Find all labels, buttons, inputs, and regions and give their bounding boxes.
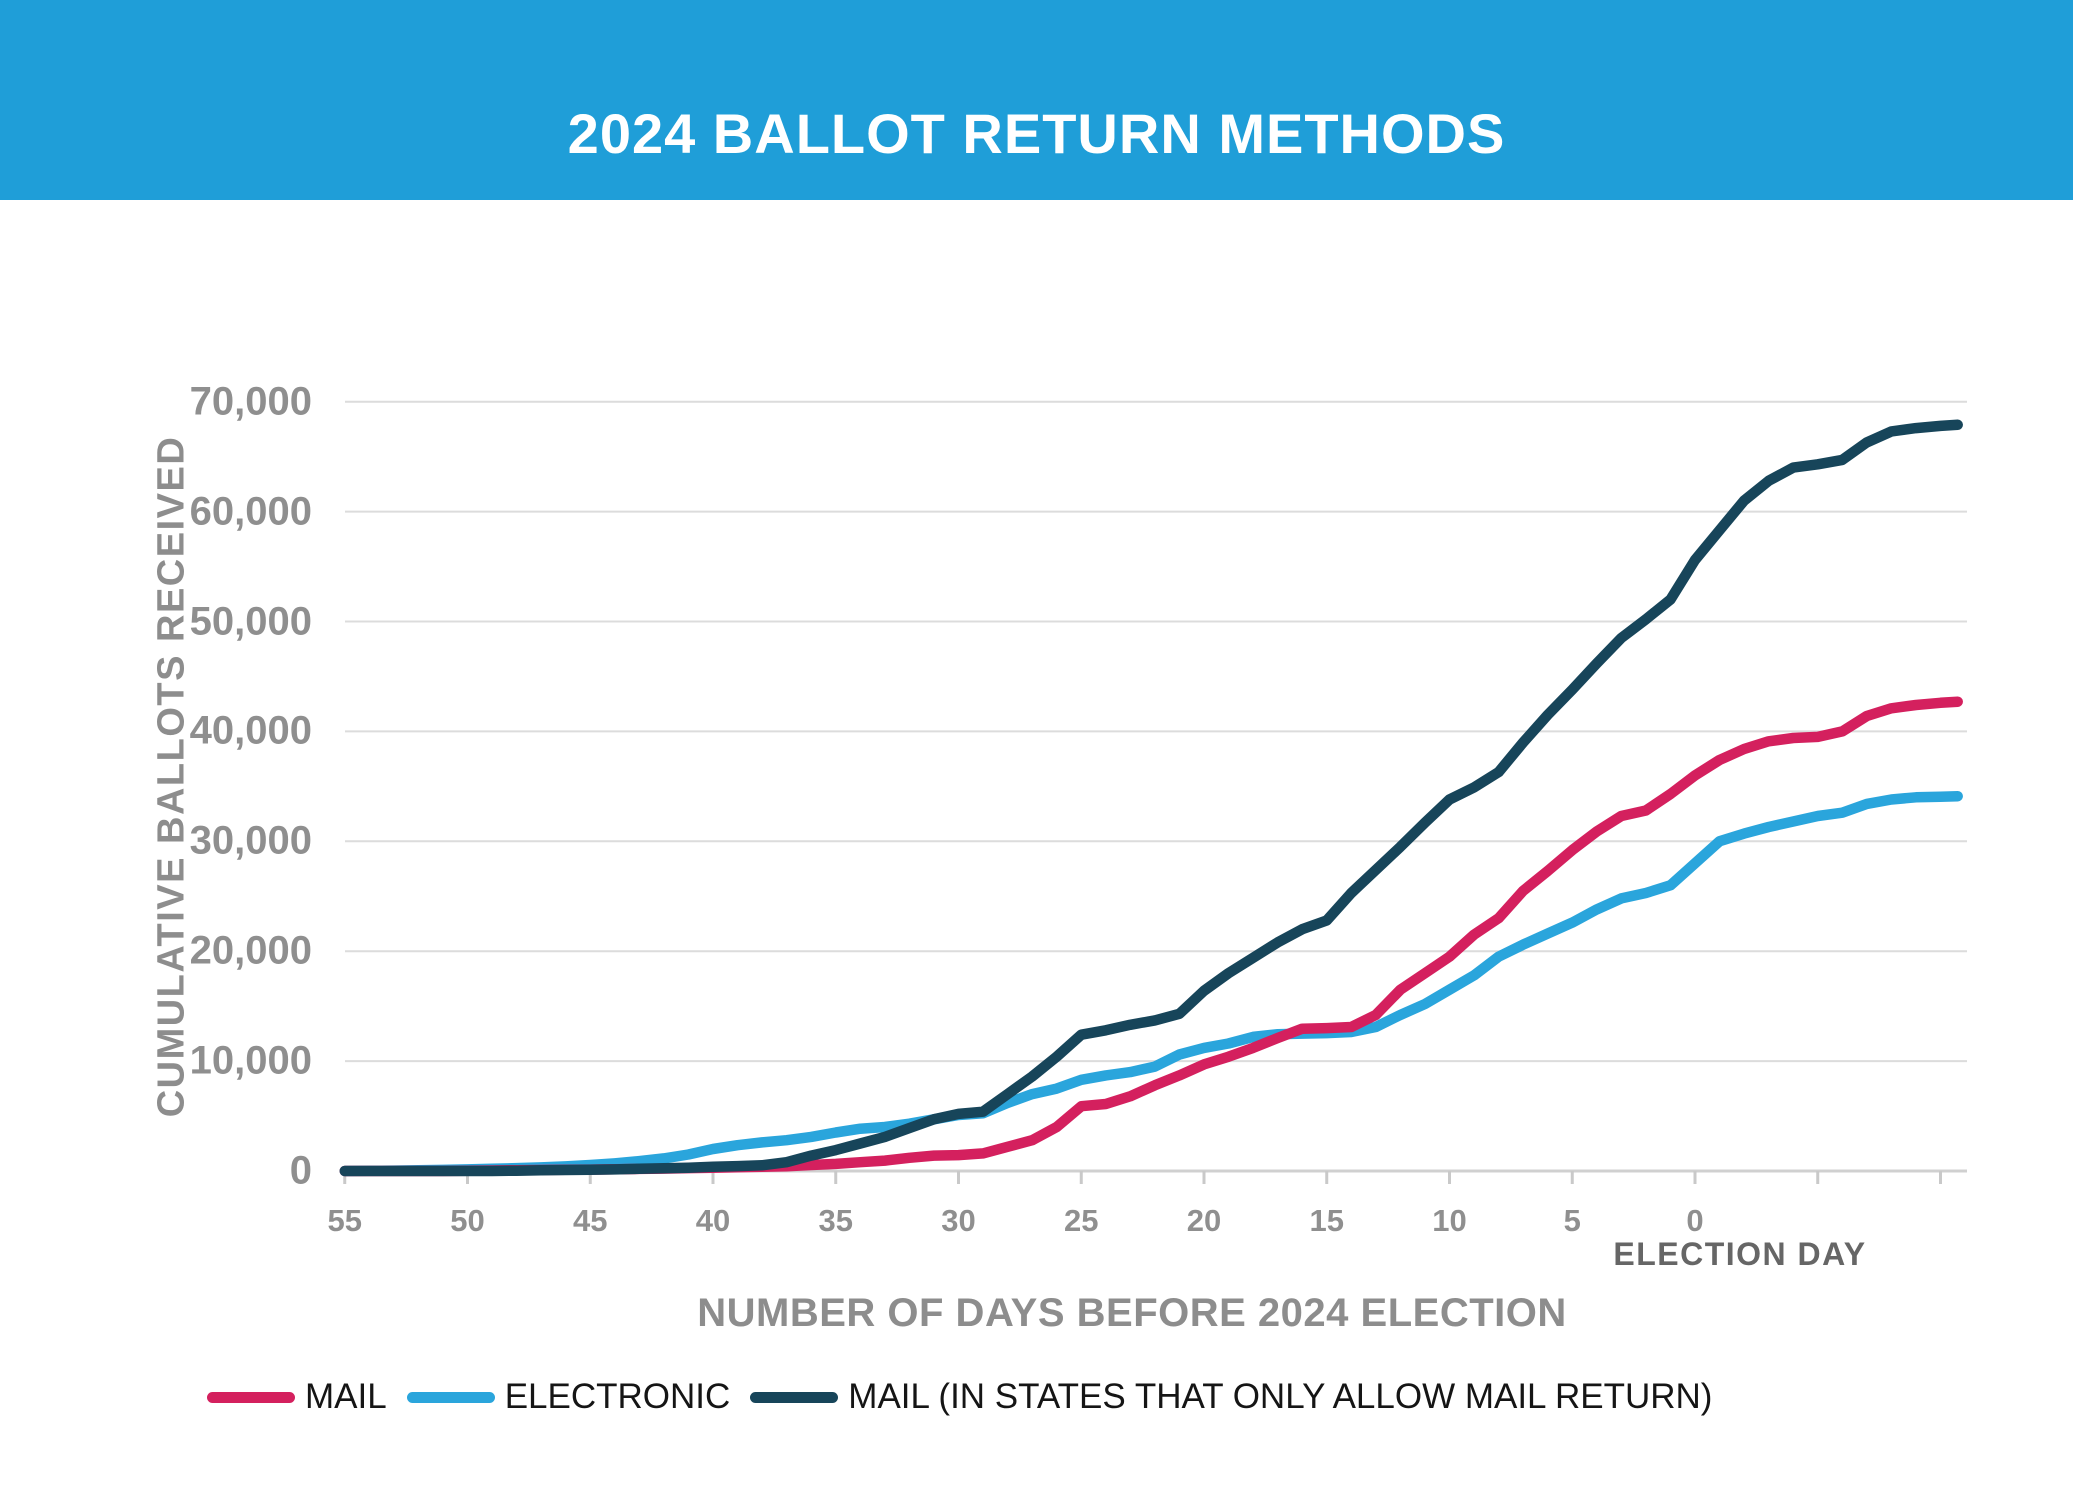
- x-tick-label: 15: [1309, 1203, 1344, 1238]
- y-tick-label: 30,000: [189, 818, 312, 863]
- x-tick-label: 5: [1563, 1203, 1581, 1238]
- mail-only-line-swatch: [750, 1391, 839, 1403]
- legend-label-mail-only: MAIL (IN STATES THAT ONLY ALLOW MAIL RET…: [848, 1377, 1713, 1416]
- legend: MAIL ELECTRONIC MAIL (IN STATES THAT ONL…: [207, 1377, 1712, 1417]
- x-tick-label: 10: [1432, 1203, 1467, 1238]
- y-tick-label: 40,000: [189, 708, 312, 753]
- election-day-label: ELECTION DAY: [1613, 1236, 1867, 1272]
- x-tick-label: 45: [573, 1203, 608, 1238]
- x-tick-label: 50: [450, 1203, 485, 1238]
- series-line-mail-in-states-that-only-allow-mail-return: [339, 419, 1963, 1177]
- header-bar: 2024 BALLOT RETURN METHODS: [0, 0, 2073, 200]
- x-tick-label: 40: [695, 1203, 731, 1238]
- y-tick-label: 0: [289, 1148, 312, 1193]
- y-tick-label: 60,000: [189, 489, 312, 534]
- x-tick-label: 0: [1686, 1203, 1704, 1238]
- legend-label-electronic: ELECTRONIC: [504, 1377, 731, 1416]
- x-tick-label: 35: [818, 1203, 853, 1238]
- x-tick-label: 20: [1186, 1203, 1222, 1238]
- legend-item-mail: MAIL: [207, 1377, 387, 1417]
- legend-item-electronic: ELECTRONIC: [406, 1377, 731, 1417]
- y-tick-label: 10,000: [189, 1038, 312, 1083]
- mail-line-swatch: [207, 1391, 295, 1403]
- x-tick-label: 25: [1064, 1203, 1099, 1238]
- legend-label-mail: MAIL: [305, 1377, 387, 1416]
- chart-title: 2024 BALLOT RETURN METHODS: [567, 102, 1506, 165]
- legend-item-mail-only: MAIL (IN STATES THAT ONLY ALLOW MAIL RET…: [750, 1377, 1712, 1417]
- x-tick-label: 30: [941, 1203, 976, 1238]
- series-line-mail: [339, 696, 1963, 1177]
- series-line-electronic: [339, 790, 1963, 1177]
- y-tick-label: 70,000: [189, 379, 312, 424]
- y-tick-label: 50,000: [189, 599, 312, 643]
- y-tick-label: 20,000: [189, 928, 312, 973]
- x-axis-title: NUMBER OF DAYS BEFORE 2024 ELECTION: [697, 1291, 1567, 1335]
- x-tick-label: 55: [327, 1203, 362, 1238]
- electronic-line-swatch: [406, 1391, 495, 1403]
